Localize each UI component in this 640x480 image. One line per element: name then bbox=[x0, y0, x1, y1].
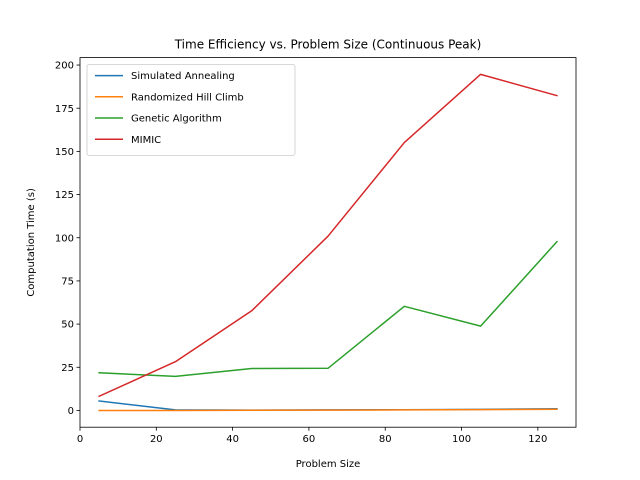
y-tick-label: 125 bbox=[55, 190, 74, 201]
chart-title: Time Efficiency vs. Problem Size (Contin… bbox=[174, 38, 482, 52]
legend-box bbox=[86, 64, 296, 156]
legend-label-simulated-annealing: Simulated Annealing bbox=[131, 71, 235, 82]
series-line-randomized-hill-climb bbox=[98, 408, 558, 412]
legend-label-randomized-hill-climb: Randomized Hill Climb bbox=[131, 92, 244, 103]
x-tick-label: 40 bbox=[226, 434, 239, 445]
x-tick-label: 100 bbox=[452, 434, 471, 445]
y-tick-label: 200 bbox=[55, 61, 74, 72]
y-tick-label: 150 bbox=[55, 147, 74, 158]
legend-label-mimic: MIMIC bbox=[131, 135, 161, 146]
y-tick-label: 25 bbox=[61, 363, 74, 374]
legend-label-genetic-algorithm: Genetic Algorithm bbox=[131, 114, 222, 125]
y-tick-label: 100 bbox=[55, 233, 74, 244]
x-axis-label: Problem Size bbox=[296, 459, 361, 470]
y-axis-label: Computation Time (s) bbox=[26, 188, 37, 297]
y-axis: 0 25 50 75 100 125 150 175 200 bbox=[55, 61, 80, 417]
plot-area bbox=[98, 73, 558, 412]
x-tick-label: 80 bbox=[379, 434, 392, 445]
x-tick-label: 20 bbox=[150, 434, 163, 445]
legend: Simulated Annealing Randomized Hill Climb… bbox=[86, 64, 296, 156]
y-tick-label: 175 bbox=[55, 104, 74, 115]
series-line-genetic-algorithm bbox=[98, 240, 558, 378]
x-tick-label: 120 bbox=[528, 434, 547, 445]
y-tick-label: 75 bbox=[61, 277, 74, 288]
series-line-mimic bbox=[98, 73, 558, 398]
x-axis: 0 20 40 60 80 100 120 bbox=[77, 427, 547, 445]
y-tick-label: 0 bbox=[68, 406, 74, 417]
y-tick-label: 50 bbox=[61, 320, 74, 331]
x-tick-label: 0 bbox=[77, 434, 83, 445]
x-tick-label: 60 bbox=[303, 434, 316, 445]
axes-frame bbox=[79, 57, 577, 428]
